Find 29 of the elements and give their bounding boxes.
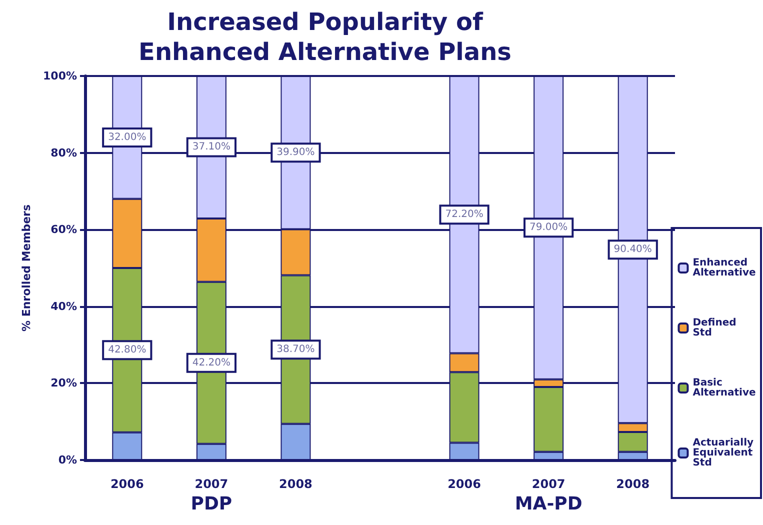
data-label: 37.10% [192, 142, 230, 153]
y-tick-label: 100% [43, 70, 77, 82]
x-tick-label: 2007 [194, 477, 228, 491]
data-label: 72.20% [445, 209, 484, 220]
text: MA-PD [514, 494, 582, 514]
y-tick-label: 80% [50, 146, 77, 160]
y-axis-title: % Enrolled Members [20, 204, 34, 332]
legend-label: Actuarially Equivalent Std [692, 438, 758, 468]
y-tick-label: 0% [58, 454, 77, 466]
legend-label: Enhanced Alternative [692, 258, 756, 278]
y-tick-label: 20% [50, 376, 77, 390]
x-tick-label: 2008 [279, 477, 312, 491]
data-label: 38.70% [276, 344, 315, 356]
text: PDP [190, 494, 232, 514]
legend-label: Defined Std [692, 318, 740, 338]
data-label: 39.90% [276, 147, 315, 158]
data-label: 32.00% [108, 132, 146, 143]
data-label: 79.00% [530, 222, 568, 234]
x-tick-label: 2007 [532, 477, 566, 491]
legend-label: Basic Alternative [692, 378, 756, 398]
y-tick-label: 60% [50, 223, 77, 236]
x-tick-label: 2006 [110, 477, 144, 491]
data-label: 42.20% [192, 357, 230, 368]
y-tick-label: 40% [50, 300, 77, 313]
data-label: 42.80% [108, 344, 146, 356]
data-label: 90.40% [614, 244, 652, 256]
x-tick-label: 2006 [448, 477, 481, 491]
x-tick-label: 2008 [616, 477, 650, 491]
chart-title: Increased Popularity of Enhanced Alternative Plans [138, 8, 512, 66]
